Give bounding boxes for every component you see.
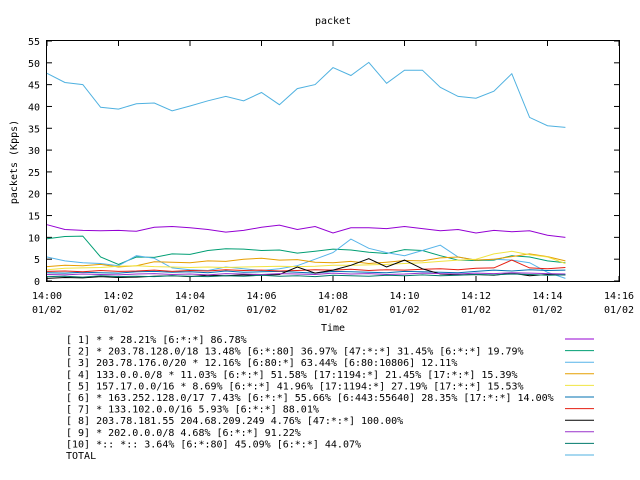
x-tick-date-label: 01/02: [32, 305, 62, 316]
legend-label-7: [ 7] * 133.102.0.0/16 5.93% [6:*:*] 88.0…: [66, 405, 319, 416]
series-lines: [46, 61, 566, 279]
legend-label-10: [10] *:: *:: 3.64% [6:*:80] 45.09% [6:*:…: [66, 439, 361, 450]
legend-label-9: [ 9] * 202.0.0.0/8 4.68% [6:*:*] 91.22%: [66, 428, 301, 439]
x-tick-time-label: 14:14: [532, 291, 562, 302]
x-axis-label: Time: [321, 323, 345, 334]
y-tick-label: 0: [34, 277, 40, 288]
y-tick-label: 15: [28, 212, 40, 223]
x-tick-time-label: 14:12: [461, 291, 491, 302]
x-tick-date-label: 01/02: [532, 305, 562, 316]
legend: [ 1] * * 28.21% [6:*:*] 86.78%[ 2] * 203…: [66, 335, 594, 462]
y-tick-label: 35: [28, 124, 40, 135]
series-line-11: [46, 61, 566, 128]
legend-label-6: [ 6] * 163.252.128.0/17 7.43% [6:*:*] 55…: [66, 393, 554, 404]
legend-label-8: [ 8] 203.78.181.55 204.68.209.249 4.76% …: [66, 416, 403, 427]
series-line-10: [46, 273, 566, 278]
legend-label-3: [ 3] 203.78.176.0/20 * 12.16% [6:80:*] 6…: [66, 358, 457, 369]
x-tick-time-label: 14:10: [389, 291, 419, 302]
chart-title: packet: [315, 16, 351, 27]
series-line-2: [46, 235, 566, 265]
y-tick-label: 30: [28, 146, 40, 157]
x-tick-time-label: 14:16: [604, 291, 634, 302]
y-tick-label: 25: [28, 168, 40, 179]
x-tick-date-label: 01/02: [175, 305, 205, 316]
x-tick-date-label: 01/02: [389, 305, 419, 316]
legend-label-4: [ 4] 133.0.0.0/8 * 11.03% [6:*:*] 51.58%…: [66, 370, 518, 381]
x-tick-date-label: 01/02: [246, 305, 276, 316]
y-tick-label: 10: [28, 233, 40, 244]
y-axis-ticks: 0 5 10 15 20 25 30 35 40 45 50 55: [28, 37, 619, 288]
x-tick-date-label: 01/02: [604, 305, 634, 316]
series-line-1: [46, 224, 566, 238]
legend-label-5: [ 5] 157.17.0.0/16 * 8.69% [6:*:*] 41.96…: [66, 381, 524, 392]
series-line-6: [46, 269, 566, 274]
x-tick-time-label: 14:04: [175, 291, 205, 302]
x-tick-time-label: 14:02: [103, 291, 133, 302]
y-tick-label: 20: [28, 190, 40, 201]
x-axis-ticks: 14:00 01/02 14:02 01/02 14:04 01/02 14:06 01/02…: [32, 41, 634, 316]
x-tick-date-label: 01/02: [318, 305, 348, 316]
y-tick-label: 40: [28, 102, 40, 113]
series-line-9: [46, 272, 566, 276]
plot-frame: [46, 40, 620, 282]
x-tick-time-label: 14:08: [318, 291, 348, 302]
x-tick-time-label: 14:00: [32, 291, 62, 302]
y-axis-label: packets (Kpps): [9, 120, 20, 204]
x-tick-date-label: 01/02: [103, 305, 133, 316]
legend-label-11: TOTAL: [66, 451, 96, 462]
x-tick-date-label: 01/02: [461, 305, 491, 316]
y-tick-label: 55: [28, 37, 40, 48]
legend-label-1: [ 1] * * 28.21% [6:*:*] 86.78%: [66, 335, 247, 346]
y-tick-label: 50: [28, 59, 40, 70]
series-line-5: [46, 250, 566, 271]
y-tick-label: 45: [28, 81, 40, 92]
x-tick-time-label: 14:06: [246, 291, 276, 302]
legend-label-2: [ 2] * 203.78.128.0/18 13.48% [6:*:80] 3…: [66, 347, 524, 358]
y-tick-label: 5: [34, 255, 40, 266]
